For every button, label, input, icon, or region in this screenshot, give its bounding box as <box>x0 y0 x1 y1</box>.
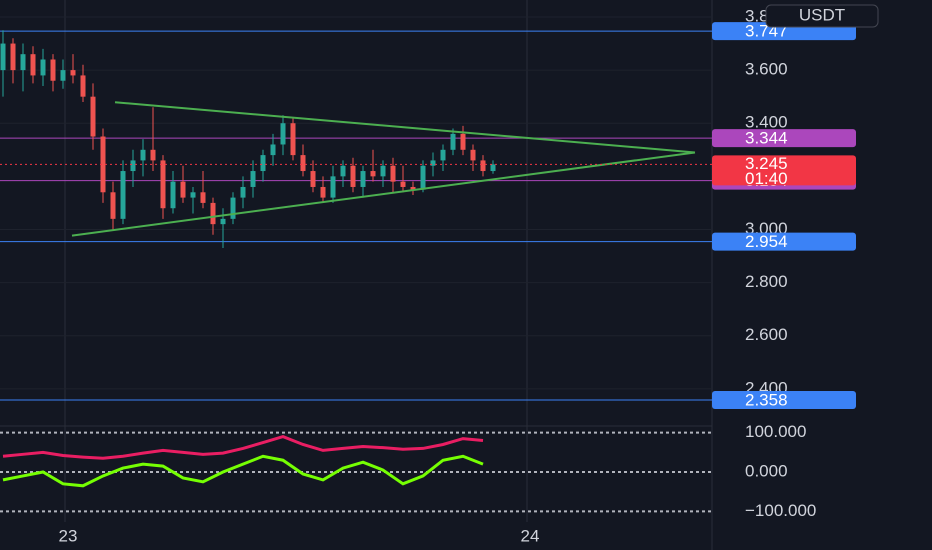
candle-body <box>30 54 36 76</box>
currency-button[interactable] <box>765 4 879 28</box>
osc-tick-label: 0.000 <box>745 462 788 481</box>
candle-body <box>480 160 486 172</box>
candle-body <box>10 43 16 71</box>
candle-body <box>350 165 356 187</box>
candle-body <box>460 133 466 150</box>
osc-tick-label: −100.000 <box>745 501 816 520</box>
level-label: 3.344 <box>745 129 788 148</box>
candle-body <box>230 197 236 219</box>
candle-body <box>300 155 306 172</box>
candle-body <box>150 149 156 161</box>
candle-body <box>490 164 496 172</box>
candle-body <box>360 171 366 187</box>
candle-body <box>330 176 336 198</box>
y-tick-label: 2.800 <box>745 272 788 291</box>
candle-body <box>160 160 166 209</box>
candle-body <box>110 192 116 219</box>
currency[interactable]: USDT <box>799 5 845 24</box>
candle-body <box>370 171 376 177</box>
candle-body <box>40 59 46 76</box>
x-tick-label: 24 <box>521 526 540 545</box>
level-label: 2.954 <box>745 232 788 251</box>
candle-body <box>260 155 266 172</box>
plot: 23243.8003.6003.4003.0002.8002.6002.4001… <box>0 0 856 545</box>
candle-body <box>70 70 76 76</box>
candle-body <box>290 123 296 156</box>
osc-line <box>2 454 484 488</box>
level-label-box <box>712 129 856 148</box>
last-price-box <box>712 155 856 186</box>
candle-body <box>100 136 106 193</box>
candle-body <box>190 192 196 198</box>
candle-body <box>320 186 326 198</box>
trendline <box>71 151 696 237</box>
candle-body <box>90 96 96 137</box>
candle-body <box>80 75 86 97</box>
candle-body <box>20 54 26 71</box>
osc-line <box>2 435 484 460</box>
y-tick-label: 2.600 <box>745 325 788 344</box>
candle-body <box>170 181 176 209</box>
candle-body <box>280 123 286 145</box>
candle-body <box>220 218 226 225</box>
candle-body <box>140 149 146 161</box>
candle-body <box>390 165 396 182</box>
candle-body <box>270 144 276 156</box>
x-tick-label: 23 <box>59 526 78 545</box>
trendline <box>114 101 696 154</box>
candle-body <box>450 133 456 150</box>
level-label-box <box>712 390 856 409</box>
candle-body <box>180 181 186 198</box>
osc-tick-label: 100.000 <box>745 422 806 441</box>
candle-body <box>310 171 316 187</box>
candle-body <box>340 165 346 177</box>
level-label: 2.358 <box>745 390 788 409</box>
candle-body <box>210 202 216 225</box>
candle-body <box>120 171 126 219</box>
candle-body <box>50 59 56 81</box>
candle-body <box>470 149 476 161</box>
candle-body <box>410 186 416 190</box>
candle-body <box>200 192 206 203</box>
candle-body <box>430 160 436 166</box>
candle-body <box>440 149 446 161</box>
candle-body <box>420 165 426 190</box>
candle-body <box>130 160 136 172</box>
countdown: 01:40 <box>745 169 788 188</box>
candle-body <box>60 70 66 81</box>
candle-body <box>250 171 256 187</box>
y-tick-label: 3.400 <box>745 113 788 132</box>
last-price-label: 3.245 <box>745 154 788 173</box>
candle-body <box>240 186 246 198</box>
candle-body <box>400 181 406 187</box>
level-label-box <box>712 232 856 251</box>
y-tick-label: 3.600 <box>745 60 788 79</box>
candle-body <box>0 43 6 71</box>
candle-body <box>380 165 386 177</box>
